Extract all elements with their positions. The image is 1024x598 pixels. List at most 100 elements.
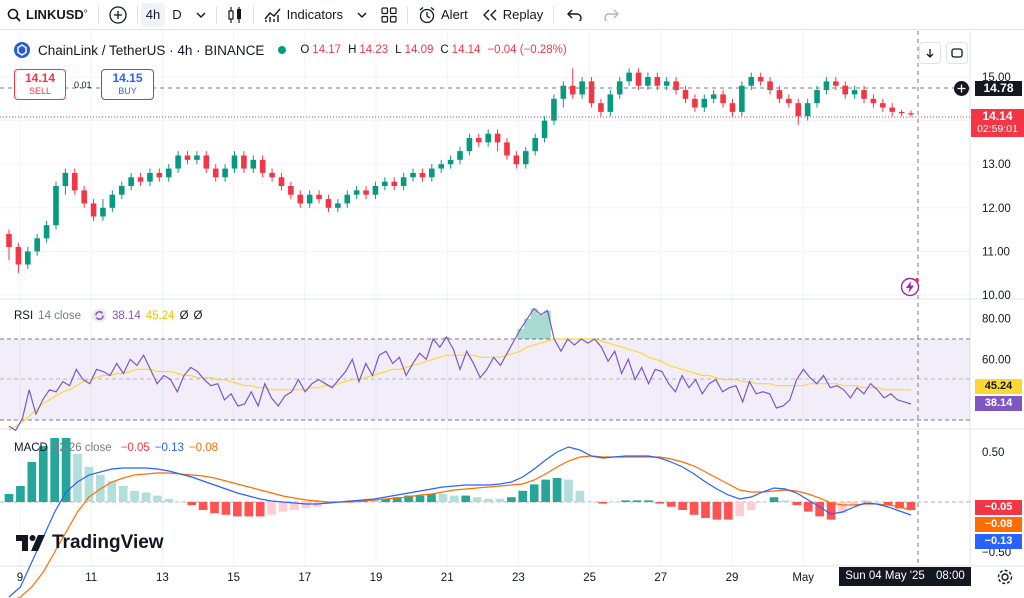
plus-circle-icon [109, 5, 127, 24]
macd-histogram-bar [735, 502, 745, 517]
time-axis[interactable]: 9 11 13 15 17 19 21 23 25 27 29 May [17, 572, 815, 584]
macd-histogram-bar [678, 502, 687, 510]
candle-body [870, 98, 877, 104]
candle-body [814, 90, 820, 104]
macd-axis[interactable]: 0.50 −0.50 [982, 447, 1011, 559]
candle-body [823, 81, 830, 91]
candle-body [560, 85, 567, 99]
candle-body [24, 251, 31, 265]
toolbar-divider [553, 5, 555, 24]
alert-button[interactable]: Alert [411, 0, 475, 30]
indicators-dropdown[interactable] [350, 0, 374, 30]
symbol-search-button[interactable]: LINKUSD ° [0, 0, 95, 30]
rsi-name[interactable]: RSI [14, 309, 34, 322]
buy-button[interactable]: 14.15 BUY [101, 69, 154, 100]
candle-body [626, 72, 632, 82]
rsi-layer [8, 307, 912, 432]
candle-body [109, 194, 116, 208]
macd-histogram-bar [838, 502, 847, 514]
tradingview-wordmark: TradingView [52, 532, 164, 553]
candle-body [71, 172, 78, 191]
candle-body [682, 90, 689, 99]
timeframe-d-button[interactable]: D [165, 0, 188, 30]
macd-histogram-bar [84, 466, 94, 502]
chart-title[interactable]: ChainLink / TetherUS · 4h · BINANCE [38, 42, 265, 58]
sync-icon[interactable] [92, 308, 107, 323]
chart-settings-button[interactable] [996, 568, 1014, 586]
candle-body [147, 172, 153, 182]
compare-symbol-button[interactable] [102, 0, 134, 30]
low-value: 14.09 [404, 44, 434, 56]
macd-signal-tag: −0.08 [975, 517, 1022, 532]
candle-body [504, 142, 510, 156]
candle-body [165, 168, 172, 178]
undo-button[interactable] [557, 0, 593, 30]
ohlc-values: O 14.17 H 14.23 L 14.09 C 14.14 −0.04 (−0.28… [300, 44, 566, 56]
timeframe-dropdown[interactable] [189, 0, 213, 30]
rsi-extra-2: Ø [193, 309, 203, 322]
candle-body [419, 172, 426, 178]
sell-button[interactable]: 14.14 SELL [14, 69, 66, 100]
time-tick-label: 15 [227, 572, 240, 584]
layout-button[interactable] [374, 0, 404, 30]
rsi-ma-value: 45.24 [145, 309, 175, 322]
macd-histogram-bar [278, 502, 288, 512]
indicators-button[interactable]: Indicators [257, 0, 350, 30]
candle-body [410, 172, 416, 178]
candle-body [372, 186, 379, 195]
redo-button[interactable] [593, 0, 629, 30]
candle-body [316, 194, 322, 200]
chainlink-logo-icon [14, 42, 30, 58]
timeframe-4h-button[interactable]: 4h [140, 2, 166, 27]
macd-histogram-bar [438, 494, 448, 502]
replay-button[interactable]: Replay [475, 0, 550, 30]
time-tick-label: 9 [17, 572, 23, 584]
macd-histogram-bar [644, 500, 653, 502]
chart-type-button[interactable] [220, 0, 250, 30]
arrow-down-icon [926, 49, 934, 58]
add-alert-at-price-button[interactable] [954, 81, 969, 96]
macd-name[interactable]: MACD [14, 442, 48, 454]
candle-body [363, 190, 369, 195]
spread-value: 0.01 [74, 80, 92, 90]
candle-body [184, 155, 191, 160]
macd-histogram-bar [27, 462, 37, 502]
price-tick-label: 10.00 [982, 290, 1011, 302]
macd-histogram-bar [175, 502, 185, 503]
last-price-tag: 14.14 02:59:01 [971, 109, 1024, 137]
buy-price: 14.15 [112, 71, 143, 85]
macd-histogram-bar [758, 502, 767, 503]
candles-icon [228, 6, 241, 23]
macd-histogram-bar [130, 490, 139, 502]
candle-body [710, 94, 717, 99]
candle-body [588, 81, 595, 104]
alert-label: Alert [441, 7, 468, 22]
macd-histogram-bar [723, 502, 733, 520]
chevron-down-icon [196, 12, 206, 18]
timeframe-d-label: D [172, 7, 182, 22]
tradingview-logo[interactable]: TradingView [16, 532, 164, 554]
rsi-overbought-fill [443, 308, 551, 339]
symbol-suffix: ° [83, 9, 88, 20]
macd-histogram-bar [586, 502, 596, 503]
candle-body [532, 138, 538, 152]
maximize-pane-button[interactable] [946, 42, 968, 64]
candle-body [34, 238, 40, 252]
grid-layout-icon [381, 6, 397, 23]
candle-body [673, 81, 679, 91]
macd-histogram-bar [16, 486, 25, 502]
collapse-pane-button[interactable] [919, 42, 941, 64]
candle-body [908, 113, 914, 115]
rsi-axis[interactable]: 80.00 60.00 [982, 314, 1011, 367]
lightning-button[interactable] [900, 277, 920, 297]
candle-body [861, 90, 867, 99]
change-value: −0.04 (−0.28%) [487, 44, 567, 56]
top-toolbar: LINKUSD ° 4h D Indicators Alert [0, 0, 1024, 30]
macd-histogram-bar [392, 497, 402, 502]
macd-histogram-bar [541, 479, 550, 502]
macd-histogram-bar [746, 502, 756, 510]
candle-body [654, 77, 661, 86]
candle-body [842, 85, 849, 95]
